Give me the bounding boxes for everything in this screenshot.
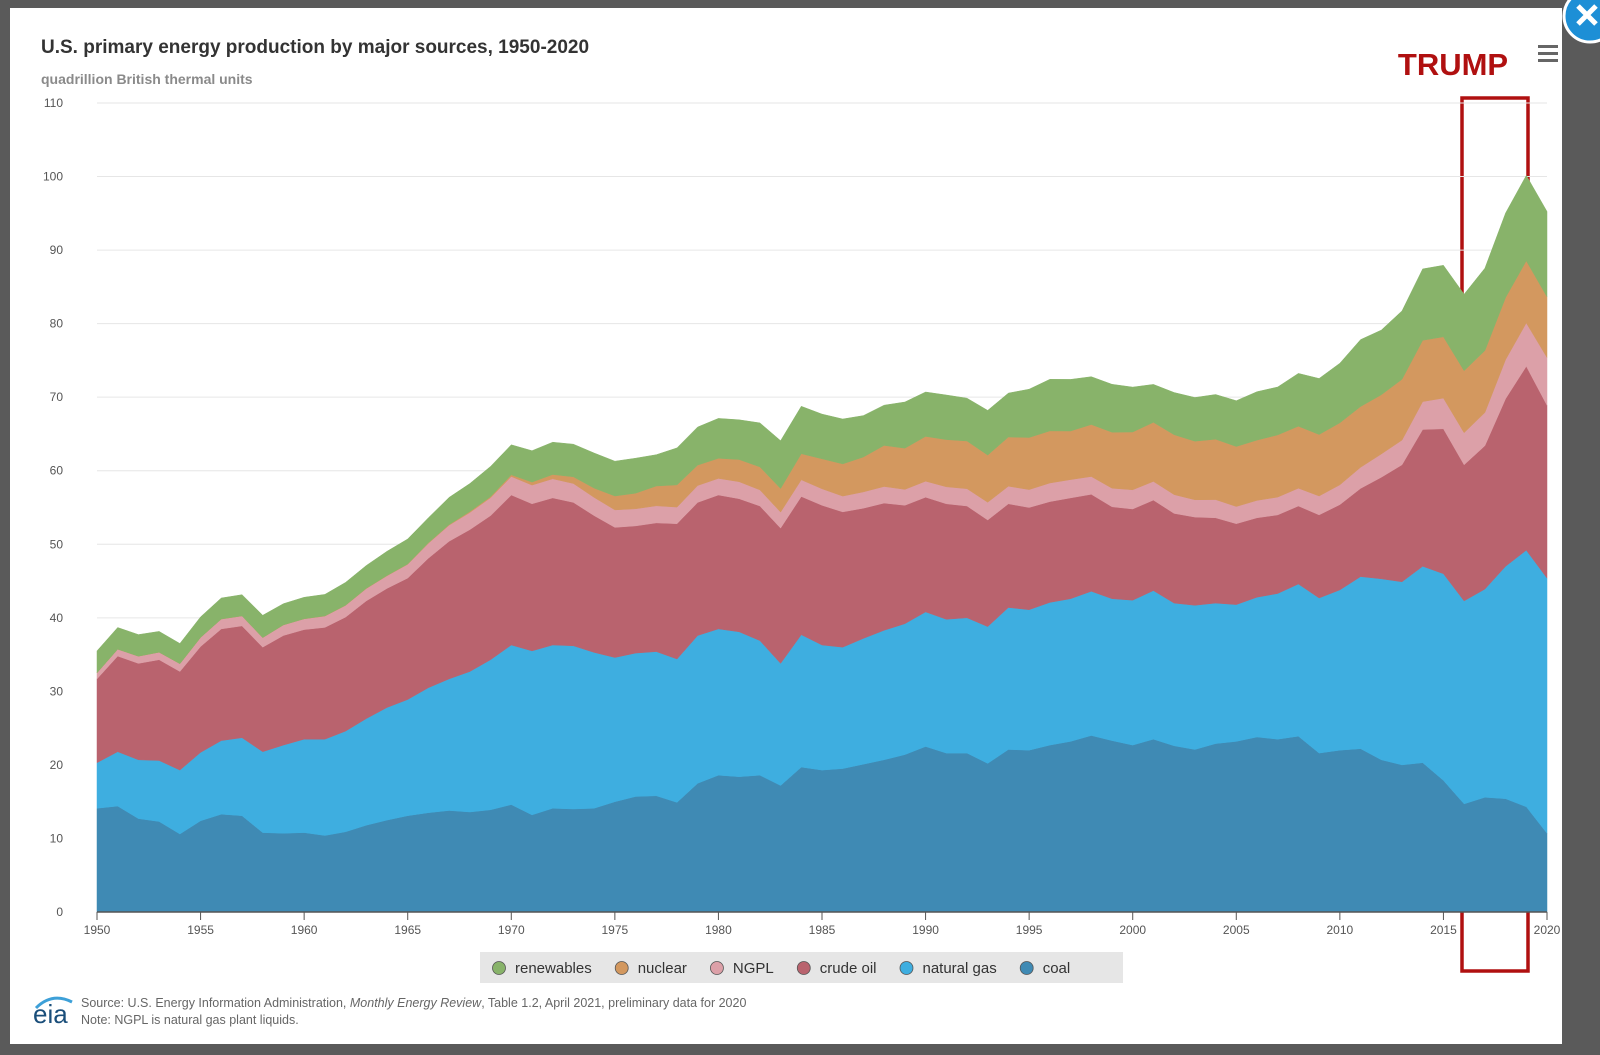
source-italic: Monthly Energy Review <box>350 996 482 1010</box>
y-tick-label: 40 <box>50 611 64 625</box>
y-tick-label: 100 <box>43 170 63 184</box>
close-button[interactable] <box>1562 0 1600 44</box>
x-tick-label: 2020 <box>1534 923 1561 937</box>
y-tick-label: 110 <box>44 96 63 110</box>
annotation: TRUMP <box>1398 47 1508 82</box>
legend-label: NGPL <box>733 960 774 977</box>
plot-area: 0 10 20 30 40 50 60 70 80 90 100 110 1950 1955 1960 196… <box>43 96 1561 937</box>
source-prefix: Source: U.S. Energy Information Administ… <box>81 996 350 1010</box>
x-tick-label: 2015 <box>1430 923 1457 937</box>
legend: renewables nuclear NGPL crude oil natural ga… <box>492 960 1071 977</box>
menu-icon[interactable] <box>1538 45 1558 62</box>
legend-label: crude oil <box>820 960 877 977</box>
x-tick-label: 1960 <box>291 923 318 937</box>
legend-marker <box>710 961 724 975</box>
y-tick-label: 0 <box>56 905 63 919</box>
x-tick-label: 1980 <box>705 923 732 937</box>
logo: eia <box>33 999 68 1029</box>
y-tick-label: 90 <box>50 243 64 257</box>
note: Note: NGPL is natural gas plant liquids. <box>81 1013 299 1027</box>
legend-marker <box>796 961 811 975</box>
y-tick-label: 80 <box>50 317 64 331</box>
legend-marker <box>899 961 914 975</box>
y-tick-label: 10 <box>50 831 64 845</box>
x-tick-label: 1970 <box>498 923 525 937</box>
legend-marker <box>614 961 629 975</box>
source-suffix: , Table 1.2, April 2021, preliminary dat… <box>481 996 746 1010</box>
x-tick-label: 2010 <box>1327 923 1354 937</box>
chart-subtitle: quadrillion British thermal units <box>41 71 253 87</box>
x-tick-label: 1995 <box>1016 923 1043 937</box>
legend-label: natural gas <box>922 960 996 977</box>
x-tick-label: 1950 <box>84 923 111 937</box>
x-tick-label: 1965 <box>394 923 421 937</box>
legend-marker <box>492 961 506 975</box>
legend-label: nuclear <box>638 960 687 977</box>
y-tick-label: 60 <box>50 464 64 478</box>
y-tick-label: 50 <box>50 537 64 551</box>
x-tick-label: 1990 <box>912 923 939 937</box>
y-tick-label: 30 <box>50 684 64 698</box>
x-tick-label: 1985 <box>809 923 836 937</box>
x-tick-label: 1975 <box>602 923 629 937</box>
x-tick-label: 2005 <box>1223 923 1250 937</box>
chart-title: U.S. primary energy production by major … <box>41 37 589 58</box>
y-tick-label: 70 <box>50 390 64 404</box>
area <box>96 174 1548 674</box>
x-tick-label: 2000 <box>1119 923 1146 937</box>
logo-swoosh <box>34 996 73 1010</box>
y-tick-label: 20 <box>50 758 64 772</box>
x-tick-label: 1955 <box>187 923 214 937</box>
legend-marker <box>1019 961 1034 975</box>
legend-label: coal <box>1043 960 1071 977</box>
legend-label: renewables <box>515 960 592 977</box>
source: Source: U.S. Energy Information Administ… <box>81 996 746 1010</box>
